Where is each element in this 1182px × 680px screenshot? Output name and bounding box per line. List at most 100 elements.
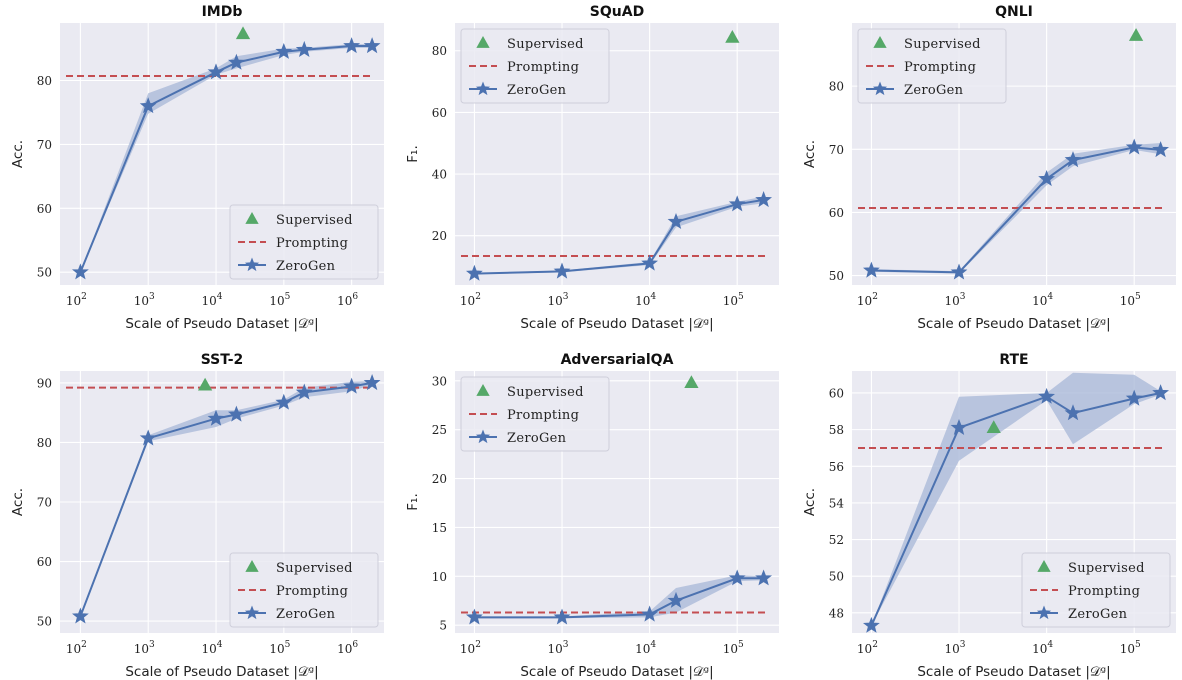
supervised-legend-icon xyxy=(245,560,259,572)
x-tick-label: 103 xyxy=(945,292,966,308)
x-tick-label: 105 xyxy=(1120,640,1141,656)
zerogen-point xyxy=(667,212,685,229)
legend: Supervised Prompting ZeroGen xyxy=(460,376,610,452)
zerogen-point xyxy=(227,405,245,422)
zerogen-legend-star xyxy=(475,81,491,96)
zerogen-point xyxy=(1152,384,1170,401)
zerogen-point xyxy=(1038,387,1056,404)
y-tick-label: 40 xyxy=(432,168,447,182)
y-tick-label: 60 xyxy=(829,386,844,400)
y-tick-label: 5 xyxy=(439,619,447,633)
zerogen-point xyxy=(363,37,381,54)
zerogen-point xyxy=(755,569,773,586)
zerogen-point xyxy=(465,264,483,281)
legend-label-zerogen: ZeroGen xyxy=(276,259,336,274)
legend-box xyxy=(857,28,1007,104)
y-tick-label: 80 xyxy=(37,74,52,88)
y-tick-label: 60 xyxy=(37,555,52,569)
supervised-legend-icon xyxy=(476,384,490,396)
zerogen-point xyxy=(862,261,880,278)
legend-label-supervised: Supervised xyxy=(276,213,353,228)
legend-label-supervised: Supervised xyxy=(276,561,353,576)
x-tick-label: 104 xyxy=(1032,292,1053,308)
y-tick-label: 70 xyxy=(37,496,52,510)
legend-label-supervised: Supervised xyxy=(507,385,584,400)
x-tick-label: 102 xyxy=(460,640,481,656)
legend-label-prompting: Prompting xyxy=(1068,584,1140,599)
chart-title: AdversarialQA xyxy=(561,352,674,368)
zerogen-point xyxy=(343,37,361,54)
zerogen-point xyxy=(728,569,746,586)
supervised-legend-icon xyxy=(1037,560,1051,572)
chart-panel-sst-2: 102 103 104 105 106 50 60 70 80 90 SST-2 Scale of P… xyxy=(10,352,384,680)
zerogen-point xyxy=(1038,170,1056,187)
x-tick-label: 104 xyxy=(635,640,656,656)
zerogen-point xyxy=(275,393,293,410)
x-tick-label: 106 xyxy=(337,640,358,656)
legend-label-zerogen: ZeroGen xyxy=(276,607,336,622)
zerogen-line xyxy=(79,381,373,617)
x-tick-label: 104 xyxy=(202,292,223,308)
x-tick-label: 103 xyxy=(945,640,966,656)
supervised-point xyxy=(986,420,1001,434)
legend-label-supervised: Supervised xyxy=(1068,561,1145,576)
y-axis-label: Acc. xyxy=(10,488,26,516)
y-tick-label: 20 xyxy=(432,472,447,486)
y-axis-label: Acc. xyxy=(802,488,818,516)
y-tick-label: 60 xyxy=(432,106,447,120)
legend-box xyxy=(460,376,610,452)
chart-title: RTE xyxy=(999,352,1028,368)
y-axis-label: F₁. xyxy=(405,493,421,510)
x-tick-label: 103 xyxy=(548,640,569,656)
chart-title: SST-2 xyxy=(201,352,244,368)
supervised-legend-icon xyxy=(476,36,490,48)
zerogen-legend-icon xyxy=(866,81,894,96)
chart-panel-qnli: 102 103 104 105 50 60 70 80 QNLI Scale of Pseudo … xyxy=(802,4,1176,332)
zerogen-confidence-band xyxy=(474,575,764,619)
y-tick-label: 80 xyxy=(37,436,52,450)
y-tick-label: 54 xyxy=(829,496,845,510)
x-axis-label: Scale of Pseudo Dataset |𝒟ᵍ| xyxy=(125,316,318,332)
zerogen-point xyxy=(1152,141,1170,158)
supervised-point xyxy=(235,26,251,40)
x-tick-label: 105 xyxy=(723,640,744,656)
legend-label-zerogen: ZeroGen xyxy=(1068,607,1128,622)
zerogen-point xyxy=(1064,151,1082,168)
y-tick-label: 50 xyxy=(37,266,52,280)
x-axis-label: Scale of Pseudo Dataset |𝒟ᵍ| xyxy=(917,316,1110,332)
x-tick-label: 105 xyxy=(1120,292,1141,308)
zerogen-point xyxy=(950,418,968,435)
chart-panel-imdb: 102 103 104 105 106 50 60 70 80 IMDb Scale of Pseu… xyxy=(10,4,384,332)
zerogen-point xyxy=(553,608,571,625)
y-tick-label: 70 xyxy=(829,143,844,157)
y-tick-label: 80 xyxy=(829,80,844,94)
legend: Supervised Prompting ZeroGen xyxy=(229,552,379,628)
zerogen-point xyxy=(1064,404,1082,421)
supervised-point xyxy=(197,377,213,391)
legend-label-supervised: Supervised xyxy=(904,37,981,52)
y-tick-label: 25 xyxy=(432,423,447,437)
x-tick-label: 104 xyxy=(635,292,656,308)
zerogen-point xyxy=(1125,389,1143,406)
x-axis-label: Scale of Pseudo Dataset |𝒟ᵍ| xyxy=(125,664,318,680)
zerogen-point xyxy=(363,374,381,391)
y-tick-label: 56 xyxy=(829,460,844,474)
y-tick-label: 58 xyxy=(829,423,844,437)
y-tick-label: 15 xyxy=(432,521,447,535)
x-tick-label: 104 xyxy=(1032,640,1053,656)
zerogen-legend-icon xyxy=(238,605,266,620)
legend: Supervised Prompting ZeroGen xyxy=(229,204,379,280)
zerogen-point xyxy=(275,42,293,59)
x-tick-label: 106 xyxy=(337,292,358,308)
legend-label-zerogen: ZeroGen xyxy=(904,83,964,98)
zerogen-legend-icon xyxy=(469,429,497,444)
zerogen-point xyxy=(950,263,968,280)
zerogen-point xyxy=(343,377,361,394)
x-tick-label: 105 xyxy=(269,292,290,308)
supervised-legend-icon xyxy=(873,36,887,48)
zerogen-point xyxy=(139,429,157,446)
y-tick-label: 70 xyxy=(37,138,52,152)
zerogen-confidence-band xyxy=(80,44,373,273)
legend-box xyxy=(460,28,610,104)
